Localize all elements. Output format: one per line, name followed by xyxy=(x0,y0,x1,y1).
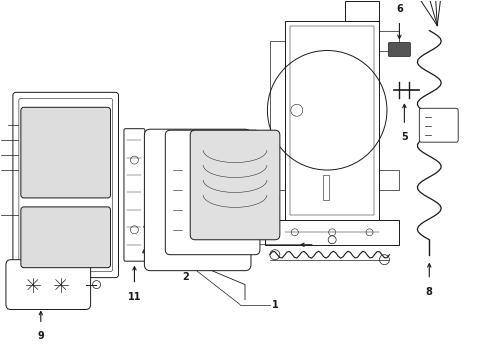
Bar xyxy=(323,175,329,200)
FancyBboxPatch shape xyxy=(124,129,145,261)
FancyBboxPatch shape xyxy=(13,92,119,278)
Text: 2: 2 xyxy=(182,272,189,282)
FancyBboxPatch shape xyxy=(165,130,260,255)
FancyBboxPatch shape xyxy=(190,130,280,240)
FancyBboxPatch shape xyxy=(19,98,113,272)
FancyBboxPatch shape xyxy=(6,260,91,310)
FancyBboxPatch shape xyxy=(21,107,111,198)
Text: 11: 11 xyxy=(128,292,141,302)
Bar xyxy=(344,1,379,21)
FancyBboxPatch shape xyxy=(389,42,410,57)
Text: 9: 9 xyxy=(37,332,44,341)
FancyBboxPatch shape xyxy=(285,21,379,220)
FancyBboxPatch shape xyxy=(290,26,374,215)
Text: 3: 3 xyxy=(221,257,228,267)
FancyBboxPatch shape xyxy=(419,108,458,142)
Bar xyxy=(270,41,285,190)
Text: 10: 10 xyxy=(223,223,237,233)
Bar xyxy=(379,31,399,50)
Bar xyxy=(379,170,399,190)
Text: 6: 6 xyxy=(396,4,403,14)
FancyBboxPatch shape xyxy=(145,129,251,271)
Text: 1: 1 xyxy=(271,300,278,310)
Text: 7: 7 xyxy=(273,198,280,208)
Text: 4: 4 xyxy=(142,247,149,257)
FancyBboxPatch shape xyxy=(21,207,111,268)
Text: 8: 8 xyxy=(426,287,433,297)
Text: 5: 5 xyxy=(401,132,408,142)
